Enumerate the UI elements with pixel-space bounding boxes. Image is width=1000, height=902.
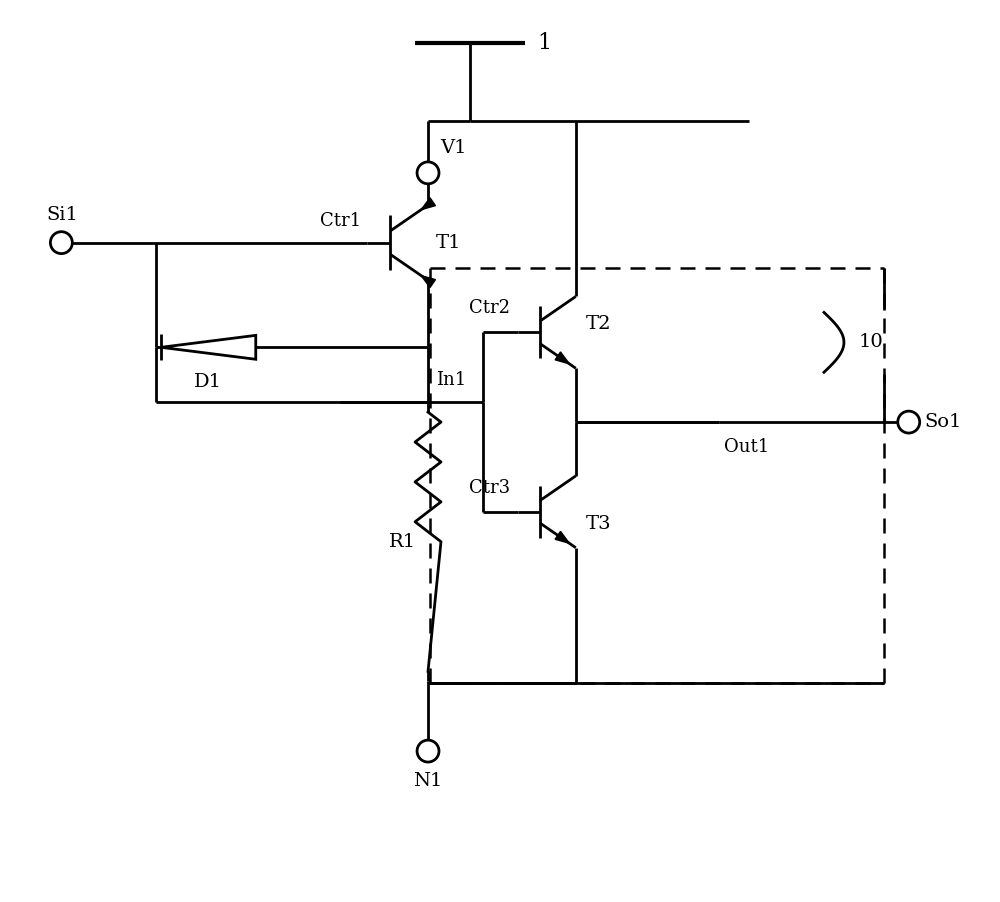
Text: V1: V1 [440,139,466,157]
Text: T2: T2 [586,316,611,334]
Polygon shape [421,198,435,209]
Text: Ctr1: Ctr1 [320,212,361,230]
Text: D1: D1 [194,373,222,391]
Text: T3: T3 [586,515,611,533]
Polygon shape [421,276,435,288]
Polygon shape [555,352,569,364]
Text: Si1: Si1 [46,206,78,224]
Text: R1: R1 [389,533,416,551]
Text: So1: So1 [925,413,962,431]
Text: In1: In1 [436,372,466,390]
Polygon shape [555,531,569,543]
Circle shape [898,411,920,433]
Text: 10: 10 [859,334,884,352]
Text: 1: 1 [537,32,551,54]
Text: T1: T1 [436,234,461,252]
Text: Out1: Out1 [724,438,770,456]
Circle shape [417,161,439,184]
Circle shape [50,232,72,253]
Text: N1: N1 [413,772,443,790]
Circle shape [417,741,439,762]
Text: Ctr3: Ctr3 [469,479,510,497]
Text: Ctr2: Ctr2 [469,299,510,318]
